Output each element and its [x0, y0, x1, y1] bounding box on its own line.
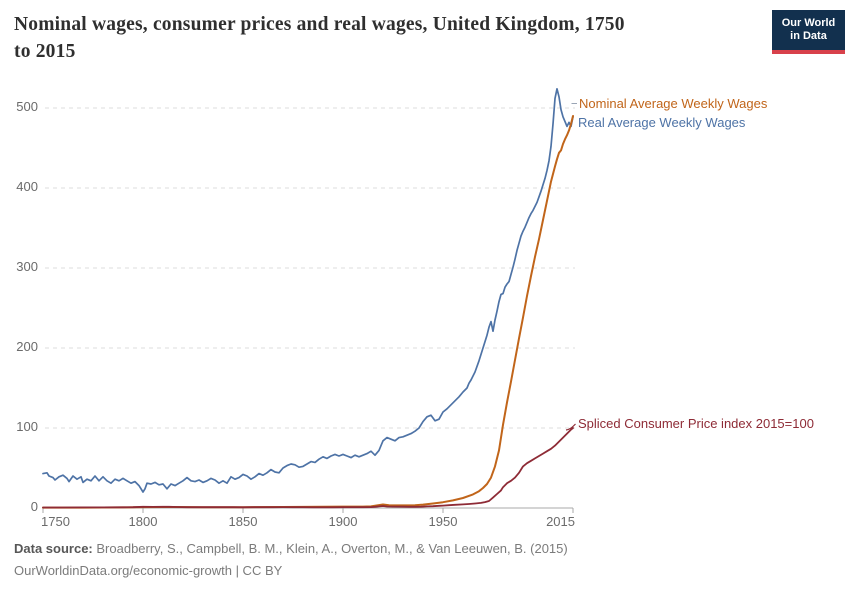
data-source-line: Data source: Broadberry, S., Campbell, B… [14, 538, 568, 560]
data-source-label: Data source: [14, 541, 93, 556]
footer: Data source: Broadberry, S., Campbell, B… [14, 538, 568, 582]
x-axis-tick-label: 2015 [546, 514, 575, 529]
page-title-line1: Nominal wages, consumer prices and real … [14, 14, 625, 35]
y-axis-tick-label: 500 [16, 99, 38, 114]
y-axis-tick-label: 0 [30, 499, 38, 514]
y-axis-tick-label: 300 [16, 259, 38, 274]
page-title: Nominal wages, consumer prices and real … [14, 11, 754, 65]
label-connector-cpi [565, 423, 576, 431]
page-title-line2: to 2015 [14, 41, 76, 62]
series-label-real-wages[interactable]: Real Average Weekly Wages [578, 115, 746, 130]
y-axis-tick-label: 200 [16, 339, 38, 354]
owid-logo-text: Our World in Data [781, 17, 836, 42]
x-axis-tick-label: 1900 [328, 514, 358, 529]
series-line-1[interactable] [42, 87, 574, 493]
x-axis-tick-label: 1800 [128, 514, 158, 529]
x-axis-tick-label: 1750 [41, 514, 70, 529]
series-line-0[interactable] [42, 115, 574, 509]
series-label-cpi[interactable]: Spliced Consumer Price index 2015=100 [578, 416, 814, 431]
x-axis-tick-label: 1850 [228, 514, 258, 529]
footer-link-line[interactable]: OurWorldinData.org/economic-growth | CC … [14, 563, 283, 578]
owid-logo[interactable]: Our World in Data [772, 10, 845, 54]
x-axis-tick-label: 1950 [428, 514, 458, 529]
owid-logo-red-bar [772, 50, 845, 54]
series-label-nominal-wages[interactable]: Nominal Average Weekly Wages [579, 96, 768, 111]
data-source-text: Broadberry, S., Campbell, B. M., Klein, … [96, 541, 568, 556]
y-axis-tick-label: 100 [16, 419, 38, 434]
y-axis-tick-label: 400 [16, 179, 38, 194]
series-line-2[interactable] [42, 427, 574, 509]
